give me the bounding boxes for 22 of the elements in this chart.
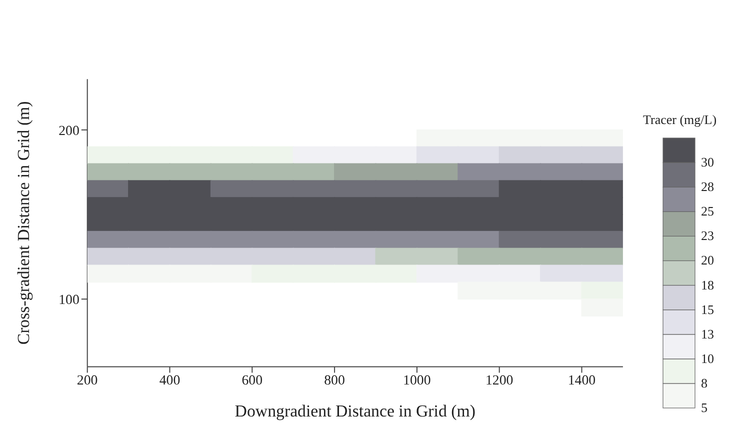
x-tick-label: 600 xyxy=(242,374,263,389)
y-tick-label: 100 xyxy=(58,293,80,308)
x-tick-label: 1200 xyxy=(485,374,514,389)
color-bar-label: 5 xyxy=(700,400,708,415)
y-axis-title: Cross-gradient Distance in Grid (m) xyxy=(14,101,33,345)
color-bar-label: 30 xyxy=(700,154,714,170)
color-bar-label: 23 xyxy=(700,228,714,244)
x-tick-label: 800 xyxy=(324,374,346,389)
color-bar-label: 25 xyxy=(700,204,714,219)
x-tick-label: 200 xyxy=(76,374,98,389)
x-axis-title: Downgradient Distance in Grid (m) xyxy=(234,401,476,420)
color-bar-label: 8 xyxy=(700,375,708,390)
color-bar-label: 15 xyxy=(700,302,714,317)
x-tick-label: 1400 xyxy=(568,374,596,389)
x-tick-label: 1000 xyxy=(403,374,431,389)
color-bar-label: 18 xyxy=(700,277,714,292)
color-bar-label: 28 xyxy=(700,179,714,194)
color-bar-label: 20 xyxy=(700,252,714,268)
color-bar-title: Tracer (mg/L) xyxy=(642,112,716,127)
color-bar-label: 10 xyxy=(700,350,714,366)
x-tick-label: 400 xyxy=(159,374,180,389)
color-bar-label: 13 xyxy=(700,326,714,342)
